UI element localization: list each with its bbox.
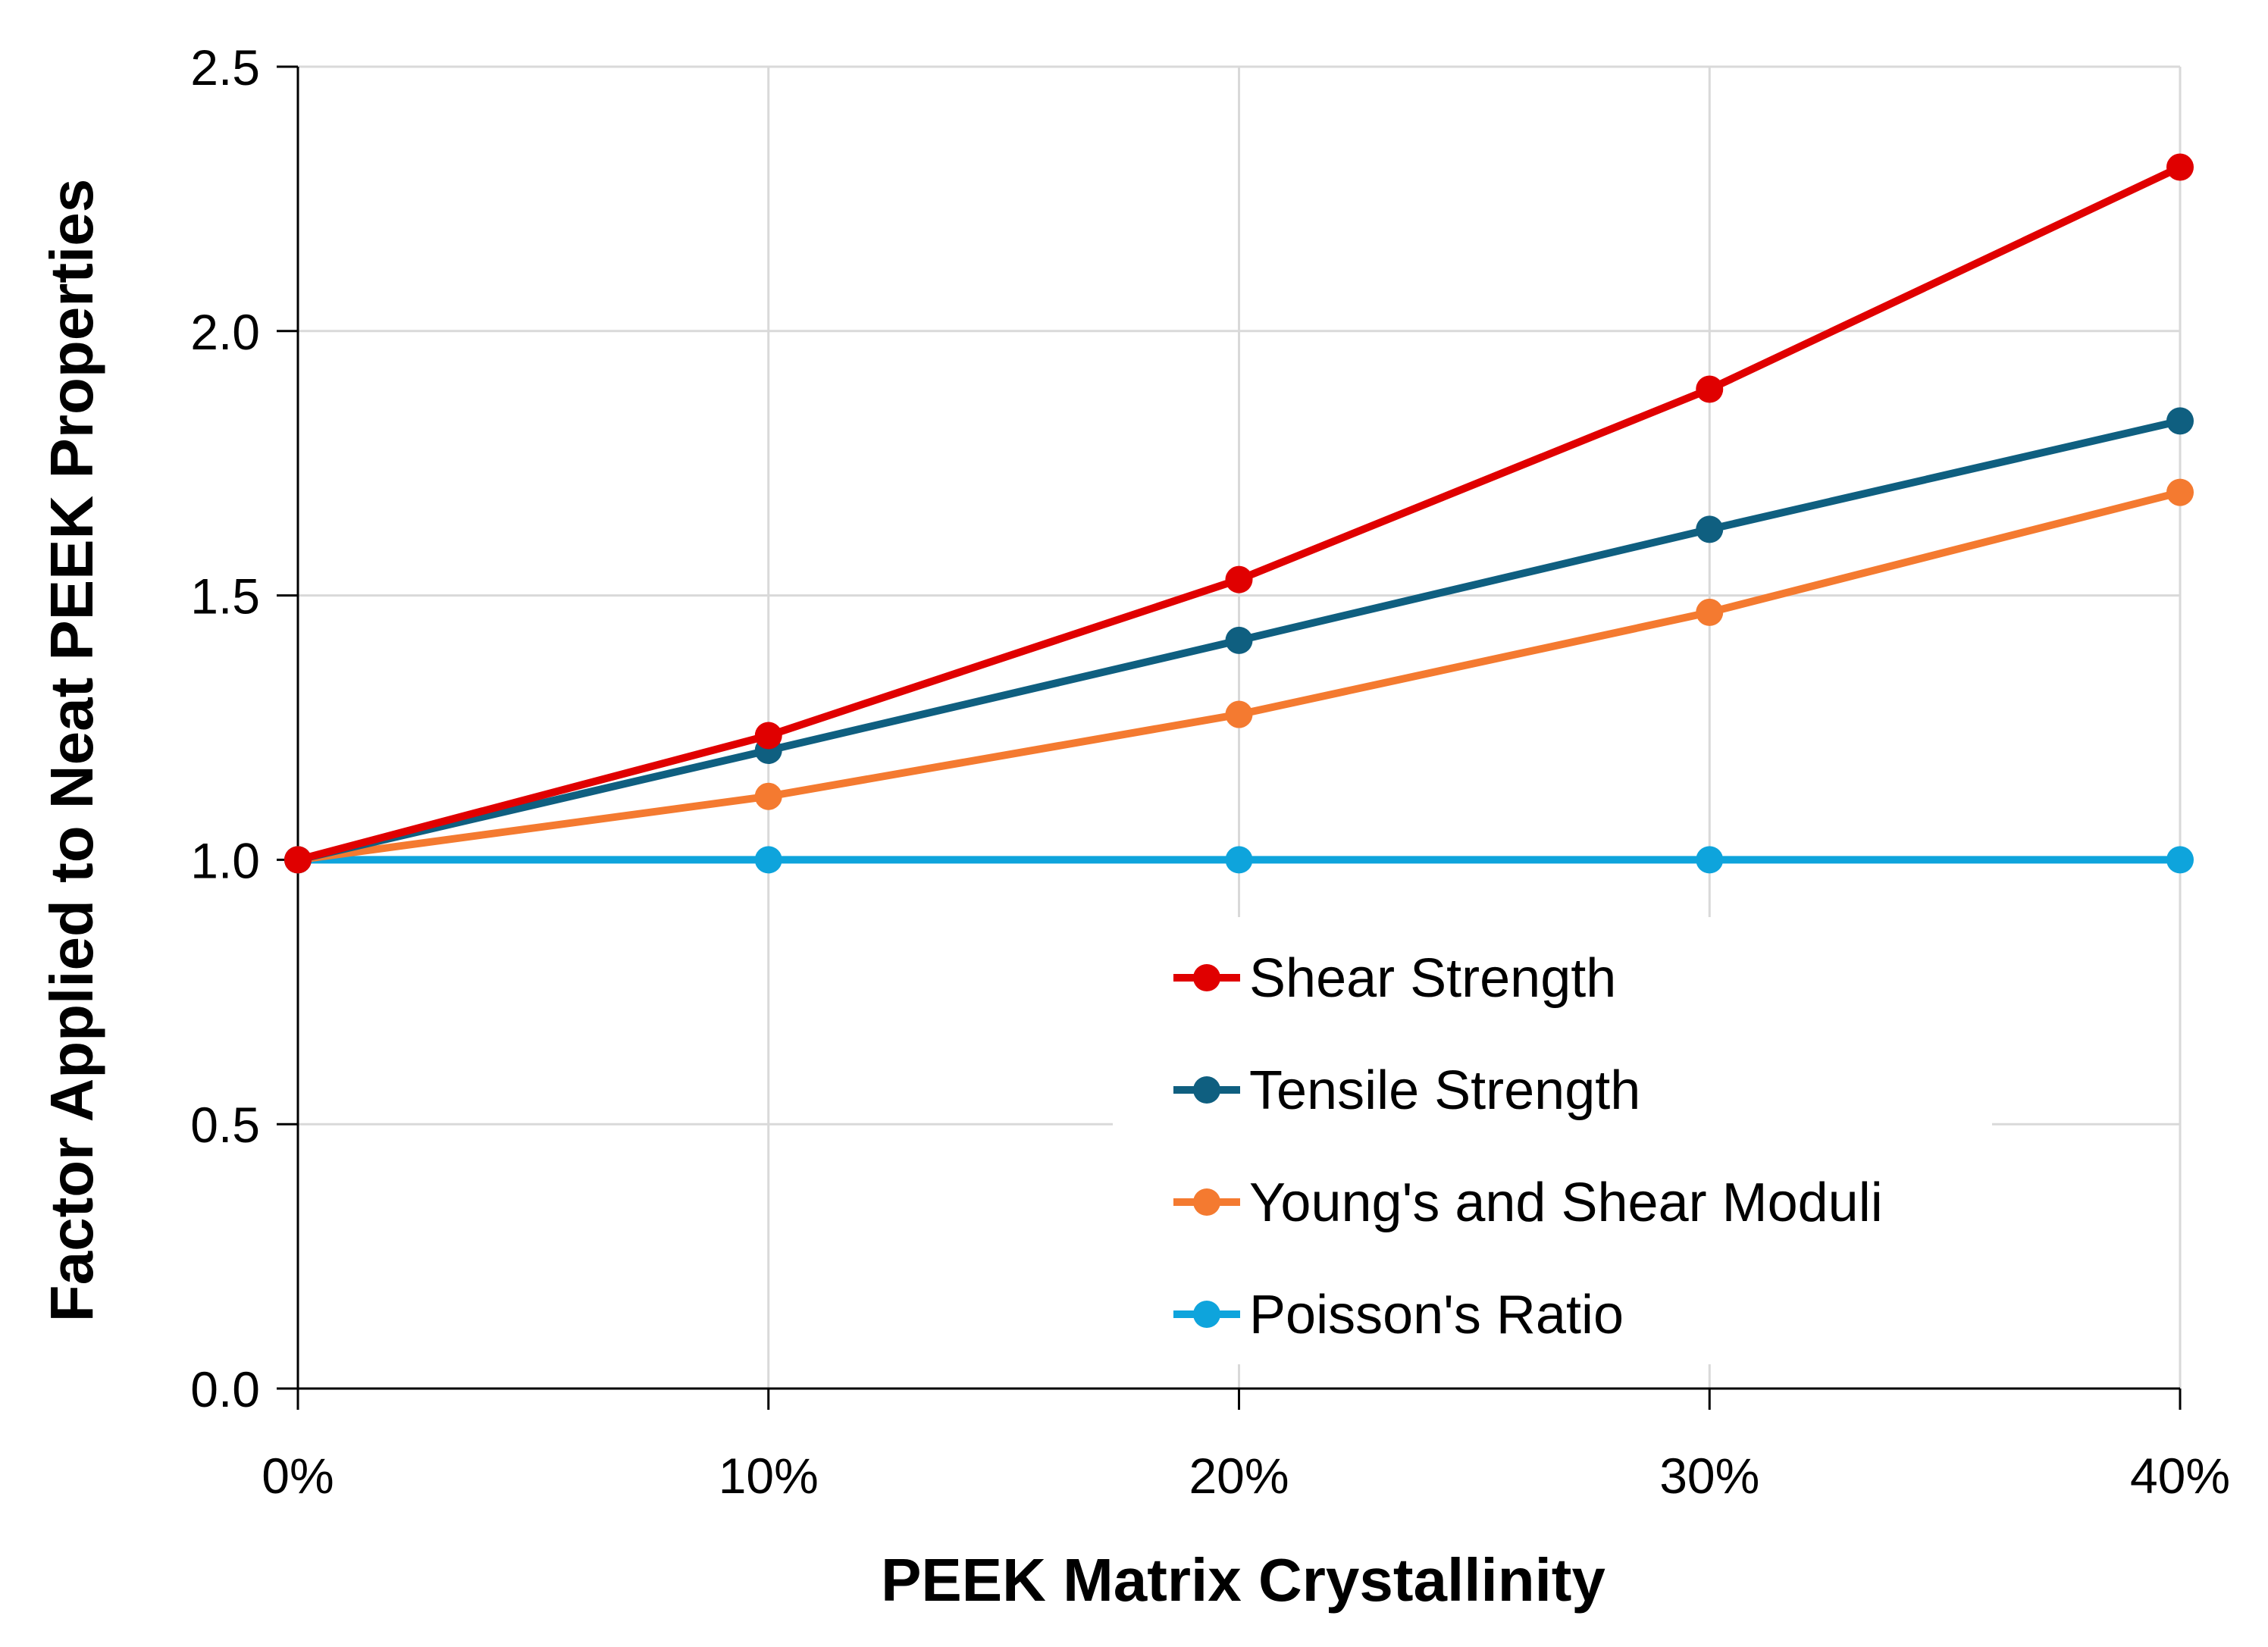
y-tick-label: 1.0 bbox=[190, 832, 260, 888]
legend-label: Shear Strength bbox=[1249, 948, 1616, 1009]
data-point bbox=[1225, 700, 1253, 728]
data-point bbox=[1696, 598, 1724, 626]
series-lines bbox=[284, 153, 2194, 874]
legend-swatch-marker bbox=[1193, 1301, 1220, 1328]
series-tensile-strength bbox=[284, 407, 2194, 874]
data-point bbox=[2166, 478, 2194, 506]
data-point bbox=[2166, 846, 2194, 874]
y-tick-label: 2.0 bbox=[190, 304, 260, 360]
data-point bbox=[284, 846, 312, 874]
data-point bbox=[1225, 565, 1253, 593]
legend-label: Young's and Shear Moduli bbox=[1249, 1173, 1883, 1233]
x-axis-title: PEEK Matrix Crystallinity bbox=[881, 1546, 1605, 1614]
data-point bbox=[1696, 515, 1724, 543]
legend-label: Tensile Strength bbox=[1249, 1060, 1640, 1121]
y-tick-labels: 0.0 0.5 1.0 1.5 2.0 2.5 bbox=[190, 39, 260, 1417]
x-tick-labels: 0% 10% 20% 30% 40% bbox=[262, 1448, 2230, 1504]
x-tick-label: 0% bbox=[262, 1448, 334, 1504]
legend-item: Tensile Strength bbox=[1173, 1060, 1640, 1121]
legend-item: Young's and Shear Moduli bbox=[1173, 1173, 1883, 1233]
x-tick-label: 40% bbox=[2130, 1448, 2230, 1504]
x-tick-label: 30% bbox=[1659, 1448, 1759, 1504]
y-tick-label: 2.5 bbox=[190, 39, 260, 96]
y-tick-label: 1.5 bbox=[190, 568, 260, 625]
data-point bbox=[754, 782, 782, 810]
y-tick-label: 0.0 bbox=[190, 1361, 260, 1417]
series-shear-strength bbox=[284, 153, 2194, 874]
legend: Shear Strength Tensile Strength Young's an… bbox=[1113, 917, 1992, 1364]
y-axis-title: Factor Applied to Neat PEEK Properties bbox=[38, 179, 105, 1322]
data-point bbox=[754, 722, 782, 750]
data-point bbox=[1696, 846, 1724, 874]
y-tick-label: 0.5 bbox=[190, 1097, 260, 1153]
legend-item: Poisson's Ratio bbox=[1173, 1285, 1624, 1345]
legend-swatch-marker bbox=[1193, 1076, 1220, 1104]
legend-swatch-marker bbox=[1193, 964, 1220, 991]
legend-label: Poisson's Ratio bbox=[1249, 1285, 1624, 1345]
legend-background bbox=[1113, 917, 1992, 1364]
data-point bbox=[1225, 626, 1253, 654]
data-point bbox=[2166, 407, 2194, 435]
x-tick-label: 20% bbox=[1189, 1448, 1289, 1504]
data-point bbox=[1696, 375, 1724, 403]
data-point bbox=[2166, 153, 2194, 181]
data-point bbox=[754, 846, 782, 874]
legend-item: Shear Strength bbox=[1173, 948, 1616, 1009]
series-poisson-s-ratio bbox=[284, 846, 2194, 874]
x-tick-label: 10% bbox=[719, 1448, 819, 1504]
data-point bbox=[1225, 846, 1253, 874]
legend-swatch-marker bbox=[1193, 1188, 1220, 1216]
